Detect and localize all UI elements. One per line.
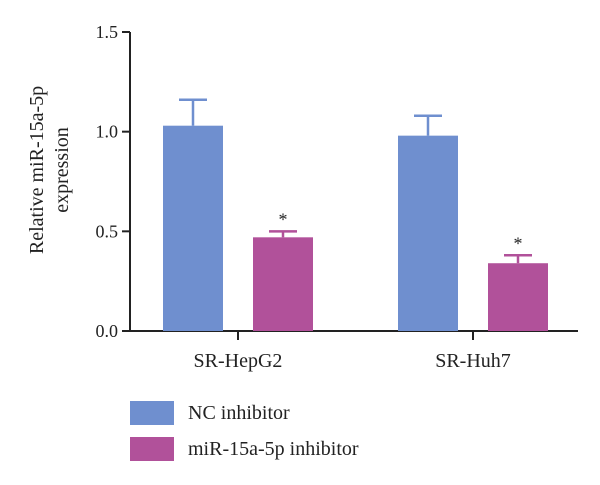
legend-item-mir-inhibitor: miR-15a-5p inhibitor bbox=[130, 434, 359, 464]
y-tick-label: 0.5 bbox=[96, 221, 119, 241]
bar bbox=[163, 125, 223, 331]
y-axis-label-line-1: Relative miR-15a-5p bbox=[26, 86, 48, 254]
significance-marker: * bbox=[514, 233, 523, 253]
bar bbox=[398, 135, 458, 331]
y-tick-label: 1.5 bbox=[96, 22, 119, 42]
y-axis-label: Relative miR-15a-5p expression bbox=[26, 86, 73, 254]
bar-chart: 0.00.51.01.5SR-HepG2 SR-Huh7 ** Relative … bbox=[26, 22, 578, 372]
bar bbox=[253, 237, 313, 331]
x-tick-label: SR-Huh7 bbox=[435, 350, 511, 372]
y-tick-label: 0.0 bbox=[96, 321, 119, 341]
legend-label-nc-inhibitor: NC inhibitor bbox=[188, 401, 290, 424]
bar bbox=[488, 263, 548, 331]
y-axis-label-line-2: expression bbox=[51, 127, 73, 213]
legend-item-nc-inhibitor: NC inhibitor bbox=[130, 398, 359, 428]
significance-marker: * bbox=[279, 209, 288, 229]
legend-label-mir-inhibitor: miR-15a-5p inhibitor bbox=[188, 437, 359, 460]
legend: NC inhibitor miR-15a-5p inhibitor bbox=[130, 398, 359, 470]
legend-swatch-nc-inhibitor bbox=[130, 401, 174, 425]
legend-swatch-mir-inhibitor bbox=[130, 437, 174, 461]
bars: ** bbox=[163, 98, 548, 331]
x-tick-label: SR-HepG2 bbox=[194, 350, 283, 372]
y-tick-label: 1.0 bbox=[96, 122, 119, 142]
